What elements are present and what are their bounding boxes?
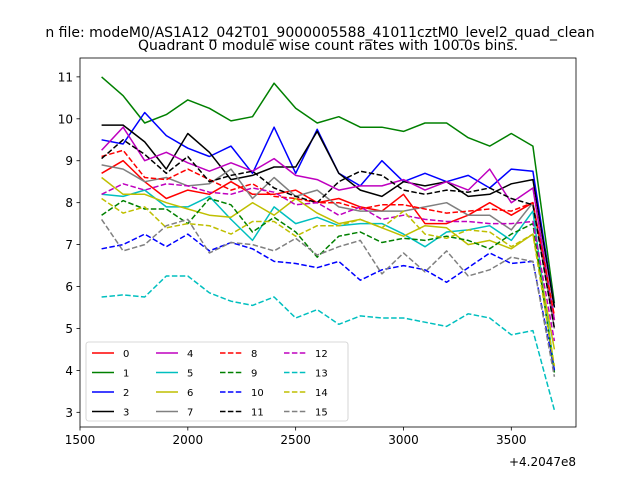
x-tick-label: 3500 <box>496 433 527 447</box>
series-line-14 <box>101 197 556 367</box>
legend-label-14: 14 <box>315 388 328 399</box>
series-line-11 <box>101 139 556 329</box>
series-line-6 <box>101 176 556 350</box>
legend-label-4: 4 <box>187 349 193 360</box>
series-line-9 <box>101 197 556 373</box>
legend-label-7: 7 <box>187 408 193 419</box>
plot-area: 1500 2000 2500 3000 350034567891011012345678… <box>58 57 577 447</box>
series-line-15 <box>100 218 556 377</box>
chart-title: Quadrant 0 module wise count rates with … <box>138 38 518 54</box>
y-tick-label: 5 <box>65 322 73 336</box>
legend-label-6: 6 <box>187 388 193 399</box>
y-tick-label: 11 <box>58 70 73 84</box>
figure-suptitle: n file: modeM0/AS1A12_042T01_9000005588_… <box>45 25 594 41</box>
legend-label-15: 15 <box>315 408 328 419</box>
x-tick-label: 2500 <box>280 433 311 447</box>
y-tick-label: 4 <box>65 364 73 378</box>
y-tick-label: 9 <box>65 154 73 168</box>
y-tick-label: 3 <box>65 406 73 420</box>
series-line-8 <box>101 149 556 317</box>
series-line-1 <box>101 76 556 304</box>
series-line-7 <box>101 164 556 329</box>
legend-label-3: 3 <box>123 408 129 419</box>
y-tick-label: 7 <box>65 238 73 252</box>
series-line-4 <box>101 126 556 321</box>
legend-frame <box>85 341 349 422</box>
axes-frame <box>79 57 577 428</box>
y-tick-label: 10 <box>58 112 73 126</box>
legend-label-2: 2 <box>123 388 129 399</box>
x-tick-label: 1500 <box>65 433 96 447</box>
x-axis-offset-label: +4.2047e8 <box>509 455 576 469</box>
legend-label-11: 11 <box>251 408 264 419</box>
legend-label-1: 1 <box>123 369 129 380</box>
legend-label-10: 10 <box>251 388 264 399</box>
series-line-10 <box>101 233 556 371</box>
legend-label-13: 13 <box>315 369 328 380</box>
legend-label-8: 8 <box>251 349 257 360</box>
y-tick-label: 8 <box>65 196 73 210</box>
legend-label-5: 5 <box>187 369 193 380</box>
series-line-13 <box>101 275 556 411</box>
series-line-3 <box>101 124 556 308</box>
series-line-0 <box>101 159 556 321</box>
legend-label-12: 12 <box>315 349 328 360</box>
legend-label-9: 9 <box>251 369 257 380</box>
series-line-5 <box>101 189 556 371</box>
series-line-12 <box>101 183 556 342</box>
y-tick-label: 6 <box>65 280 73 294</box>
x-tick-label: 3000 <box>388 433 419 447</box>
x-tick-label: 2000 <box>173 433 204 447</box>
legend-label-0: 0 <box>123 349 129 360</box>
